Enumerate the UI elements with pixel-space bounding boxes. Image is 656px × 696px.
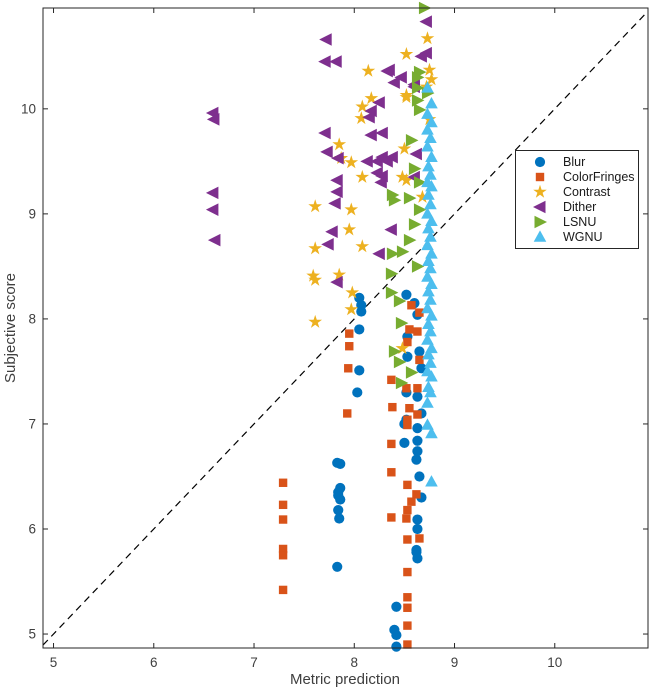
legend-label: WGNU [563, 230, 603, 245]
x-tick-label: 9 [451, 655, 459, 670]
scatter-series-lsnu [385, 1, 435, 390]
tick-labels: 5 6 7 8 9 10 5 6 7 8 9 10 [21, 101, 562, 670]
legend-item-wgnu: WGNU [516, 230, 638, 245]
scatter-series [205, 1, 439, 652]
legend-label: Dither [563, 200, 597, 215]
y-axis-label: Subjective score [2, 273, 19, 383]
x-tick-label: 5 [50, 655, 58, 670]
legend-label: ColorFringes [563, 169, 635, 184]
circle-icon [516, 154, 563, 170]
x-axis-label: Metric prediction [290, 671, 400, 688]
axes-box [42, 7, 649, 649]
x-tick-label: 10 [547, 655, 562, 670]
identity-line [42, 10, 649, 646]
legend-item-blur: Blur [516, 154, 638, 169]
scatter-series-wgnu [421, 81, 438, 487]
triangle-up-icon [516, 229, 563, 245]
legend-item-colorfringes: ColorFringes [516, 169, 638, 184]
legend-label: Blur [563, 154, 586, 169]
y-tick-label: 10 [21, 101, 36, 116]
y-tick-label: 9 [28, 206, 36, 221]
triangle-left-icon [516, 199, 563, 215]
legend-item-dither: Dither [516, 200, 638, 215]
x-tick-label: 6 [150, 655, 158, 670]
x-tick-label: 7 [250, 655, 258, 670]
x-tick-label: 8 [351, 655, 359, 670]
y-tick-label: 5 [28, 627, 36, 642]
legend-item-lsnu: LSNU [516, 215, 638, 230]
star-icon [516, 184, 563, 200]
triangle-right-icon [516, 214, 563, 230]
y-tick-label: 8 [28, 311, 36, 326]
legend: Blur ColorFringes Contrast Dither LSNU WGNU [515, 150, 639, 249]
y-tick-label: 6 [28, 521, 36, 536]
legend-label: LSNU [563, 215, 597, 230]
y-tick-label: 7 [28, 416, 36, 431]
scatter-series-colorfringes [278, 301, 424, 649]
legend-item-contrast: Contrast [516, 184, 638, 199]
square-icon [516, 169, 563, 185]
scatter-series-blur [332, 289, 427, 652]
legend-label: Contrast [563, 184, 611, 199]
axis-ticks [43, 8, 648, 648]
scatter-series-dither [205, 15, 432, 289]
